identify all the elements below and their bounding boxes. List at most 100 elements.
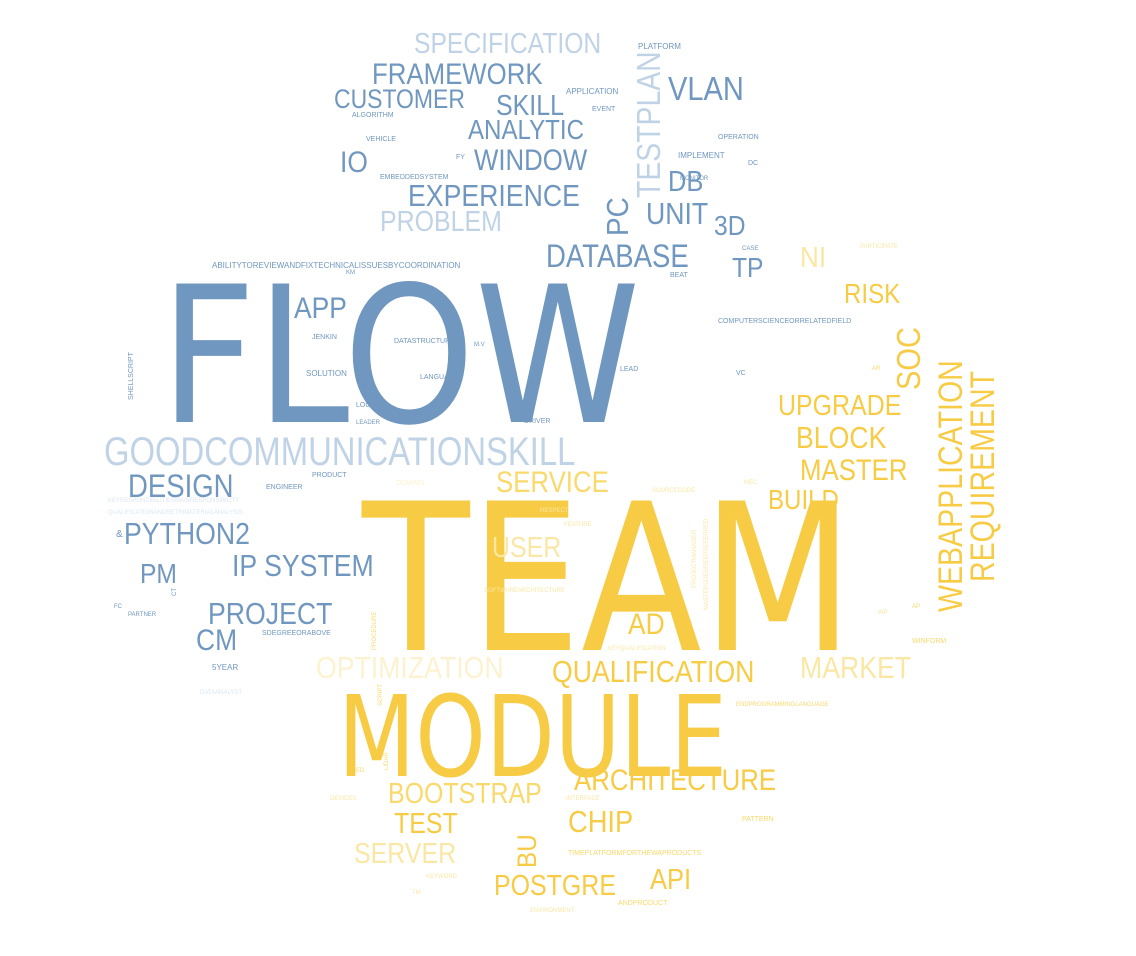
word-mec: MEC [744, 480, 758, 486]
word-lead: LEAD [620, 366, 639, 373]
word-algorithm: ALGORITHM [352, 112, 394, 119]
word-domain: DOMAIN [396, 480, 424, 487]
word-test: TEST [394, 808, 458, 840]
word-ni: NI [800, 242, 827, 274]
word-ipsystem: IP SYSTEM [232, 548, 374, 583]
word-winform: WINFORM [912, 638, 947, 645]
word-master: MASTER [800, 454, 908, 487]
word-ar: AR [872, 366, 881, 372]
word-soc: SOC [890, 327, 927, 390]
word-risk: RISK [844, 278, 901, 309]
word-db: DB [668, 166, 704, 198]
word-timeplatform: TIMEPLATFORMFORTHEWAPRODUCTS [568, 850, 702, 857]
word-database: DATABASE [546, 238, 689, 274]
word-abilitytoreview: ABILITYTOREVIEWANDFIXTECHNICALISSUESBYCO… [212, 261, 461, 270]
word-cm: CM [196, 624, 238, 657]
word-dc: DC [748, 160, 759, 167]
word-testplan: TESTPLAN [630, 51, 667, 199]
word-application: APPLICATION [566, 87, 619, 96]
word-3d: 3D [714, 210, 746, 241]
word-qualification: QUALIFICATION [552, 654, 755, 689]
word-chip: CHIP [568, 804, 634, 839]
word-keyresp: KEYRESPONSIBILITIESMAINRESPONSIBILITY [108, 498, 240, 504]
word-vc: VC [736, 370, 746, 377]
word-webapplication: WEBAPPLICATION [932, 360, 970, 612]
word-endprogramming: ENDPROGRAMMINGLANGUAGE [736, 702, 829, 708]
word-block: BLOCK [796, 420, 887, 455]
word-wp: WP [878, 610, 888, 616]
word-monitor: MONITOR [680, 176, 709, 182]
word-user: USER [492, 532, 562, 564]
word-fy: FY [456, 154, 465, 161]
word-optimization: OPTIMIZATION [316, 650, 504, 685]
word-experience: EXPERIENCE [408, 178, 580, 213]
word-case: CASE [742, 246, 759, 252]
word-server: SERVER [354, 838, 457, 870]
word-design: DESIGN [128, 468, 234, 504]
word-goodcommunicationskill: GOODCOMMUNICATIONSKILL [104, 430, 576, 474]
word-project: PROJECT [208, 596, 333, 631]
word-beat: BEAT [670, 272, 688, 279]
word-platform: PLATFORM [638, 42, 681, 51]
word-jenkin: JENKIN [312, 334, 337, 341]
word-vehicle: VEHICLE [366, 136, 396, 143]
word-market: MARKET [800, 650, 912, 685]
word-solution: SOLUTION [306, 369, 347, 378]
word-problem: PROBLEM [380, 206, 502, 238]
word-script: SCRIPT [378, 683, 384, 706]
word-mv: M.V [474, 342, 485, 348]
word-embeddedsystem: EMBEDDEDSYSTEM [380, 174, 449, 181]
word-language: LANGUAGE [420, 374, 459, 381]
word-event: EVENT [592, 106, 616, 113]
word-architecture: ARCHITECTURE [574, 764, 777, 797]
word-customer: CUSTOMER [334, 84, 465, 114]
word-postgre: POSTGRE [494, 870, 616, 902]
word-partner: PARTNER [128, 612, 157, 618]
word-fc: FC [114, 604, 122, 610]
word-pc: PC [600, 197, 635, 236]
word-window: WINDOW [474, 144, 588, 177]
word-module: MODULE [338, 673, 727, 803]
word-implement: IMPLEMENT [678, 151, 725, 160]
word-engineer: ENGINEER [266, 484, 303, 491]
word-amp: & [116, 529, 123, 540]
word-service: SERVICE [496, 466, 609, 499]
word-api: API [650, 864, 692, 896]
word-sourcecode: SOURCECODE [652, 488, 696, 494]
word-requirement: REQUIREMENT [964, 370, 1002, 582]
word-team: TEAM [362, 461, 854, 699]
word-bootstrap: BOOTSTRAP [388, 778, 542, 810]
word-driver: DRIVER [524, 418, 551, 425]
word-upgrade: UPGRADE [778, 390, 902, 422]
word-skill: SKILL [496, 90, 564, 122]
word-computerscience: COMPUTERSCIENCEORRELATEDFIELD [718, 318, 852, 325]
word-framework: FRAMEWORK [372, 58, 543, 91]
word-participate: PARTICIPATE [860, 244, 898, 250]
word-io: IO [340, 146, 368, 179]
word-datanalyst: DATAANALYST [200, 690, 243, 696]
word-shellscript: SHELLSCRIPT [128, 352, 135, 400]
word-tm: TM [412, 890, 421, 896]
word-analytic: ANALYTIC [468, 114, 584, 145]
word-leader: LEADER [356, 420, 381, 426]
word-interface: INTERFACE [566, 796, 600, 802]
word-5year: 5YEAR [212, 663, 239, 672]
word-lidar: LIDAR [384, 752, 390, 770]
word-vlan: VLAN [668, 70, 744, 107]
word-qualanalysis: QUALIFICATIONANDRETRIMATERIALANALYSIS [108, 510, 243, 516]
word-ad: AD [628, 608, 665, 641]
word-pattern: PATTERN [742, 816, 774, 823]
word-keyword: KEYWORD [426, 874, 458, 880]
word-app: APP [294, 292, 347, 325]
word-environment: ENVIRONMENT [530, 908, 575, 914]
word-feature: FEATURE [564, 522, 592, 528]
word-km: KM [346, 270, 355, 276]
word-operation: OPERATION [718, 134, 759, 141]
word-mastersdegree: MASTERSDEGREEPREFERRED [704, 518, 710, 610]
word-ct: CT [172, 588, 178, 596]
word-specification: SPECIFICATION [414, 28, 602, 60]
word-unit: UNIT [646, 196, 709, 231]
word-datastructure: DATASTRUCTURE [394, 338, 455, 345]
word-sdegree: SDEGREEORABOVE [262, 630, 331, 637]
